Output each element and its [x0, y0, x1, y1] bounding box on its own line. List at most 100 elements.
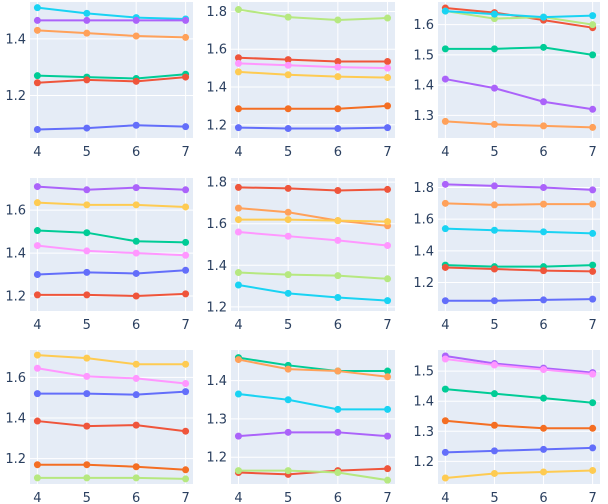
series-line: [238, 104, 388, 110]
data-point: [33, 199, 41, 207]
data-point: [384, 432, 392, 440]
data-point: [589, 267, 597, 275]
series-line: [445, 355, 593, 374]
data-point: [589, 21, 597, 29]
y-tick-label: 1.4: [206, 374, 227, 389]
y-tick-label: 1.4: [206, 259, 227, 274]
data-point: [234, 124, 242, 132]
data-point: [334, 63, 342, 71]
data-point: [182, 290, 190, 298]
data-point: [540, 267, 548, 275]
data-point: [182, 16, 190, 24]
series-line: [37, 354, 186, 366]
series-line: [445, 358, 593, 376]
data-point: [33, 4, 41, 12]
y-tick-label: 1.6: [5, 371, 26, 386]
data-point: [182, 123, 190, 131]
plot-area: [231, 2, 395, 138]
plot-area: [30, 178, 193, 311]
data-point: [384, 367, 392, 375]
y-tick-label: 1.2: [413, 276, 434, 291]
data-point: [132, 16, 140, 24]
data-point: [334, 236, 342, 244]
data-point: [234, 432, 242, 440]
y-tick-label: 1.4: [413, 79, 434, 94]
series-5: [33, 461, 190, 474]
data-point: [540, 228, 548, 236]
y-tick-label: 1.4: [5, 247, 26, 262]
x-tick-label: 5: [490, 145, 498, 160]
data-point: [284, 396, 292, 404]
data-point: [441, 355, 449, 363]
series-5: [441, 75, 597, 113]
data-point: [284, 208, 292, 216]
series-line: [238, 62, 388, 70]
data-point: [132, 184, 140, 192]
data-point: [182, 203, 190, 211]
data-point: [384, 476, 392, 484]
data-point: [490, 469, 498, 477]
series-line: [238, 469, 388, 482]
data-point: [441, 7, 449, 15]
chart-panel-6: 4 5 6 7 1.2 1.4 1.6 1.8: [413, 178, 600, 333]
data-point: [384, 14, 392, 22]
x-tick-label: 6: [334, 318, 342, 333]
data-point: [132, 421, 140, 429]
y-tick-label: 1.8: [206, 176, 227, 191]
data-point: [83, 372, 91, 380]
data-point: [132, 292, 140, 300]
x-tick-label: 4: [234, 491, 242, 504]
series-line: [238, 284, 388, 302]
data-point: [132, 201, 140, 209]
series-line: [445, 298, 593, 302]
data-point: [540, 184, 548, 191]
series-line: [37, 201, 186, 208]
y-tick-label: 1.3: [413, 425, 434, 440]
data-point: [234, 356, 242, 364]
y-tick-label: 1.8: [206, 5, 227, 20]
y-tick-label: 1.2: [5, 89, 26, 104]
data-point: [334, 58, 342, 65]
data-point: [83, 29, 91, 37]
series-line: [37, 76, 186, 84]
data-point: [83, 422, 91, 430]
y-tick-label: 1.3: [206, 412, 227, 427]
data-point: [234, 281, 242, 289]
data-point: [33, 242, 41, 250]
x-tick-label: 7: [588, 318, 596, 333]
x-tick-label: 6: [539, 491, 547, 504]
y-tick-label: 1.5: [413, 48, 434, 63]
x-tick-label: 7: [383, 145, 391, 160]
data-point: [83, 229, 91, 237]
series-line: [37, 463, 186, 471]
x-tick-label: 6: [132, 318, 140, 333]
series-line: [445, 227, 593, 235]
y-tick-label: 1.6: [5, 204, 26, 219]
series-1: [33, 351, 190, 368]
x-tick-label: 6: [539, 318, 547, 333]
x-tick-label: 6: [132, 145, 140, 160]
data-point: [132, 391, 140, 399]
chart-panel-5: 4 5 6 7 1.2 1.4 1.6 1.8: [206, 176, 395, 333]
data-point: [589, 466, 597, 474]
x-tick-label: 4: [234, 145, 242, 160]
y-tick-label: 1.3: [413, 109, 434, 124]
series-line: [238, 231, 388, 247]
data-point: [182, 466, 190, 474]
x-tick-label: 7: [181, 491, 189, 504]
series-2: [33, 16, 190, 24]
data-point: [33, 126, 41, 133]
series-6: [234, 281, 392, 305]
series-line: [37, 390, 186, 396]
series-line: [238, 271, 388, 280]
x-tick-label: 6: [132, 491, 140, 504]
series-2: [234, 356, 392, 381]
data-point: [589, 399, 597, 407]
data-point: [441, 75, 449, 83]
data-point: [334, 405, 342, 413]
series-4: [441, 43, 597, 59]
data-point: [182, 238, 190, 246]
data-point: [234, 204, 242, 212]
data-point: [490, 361, 498, 369]
data-point: [589, 444, 597, 452]
